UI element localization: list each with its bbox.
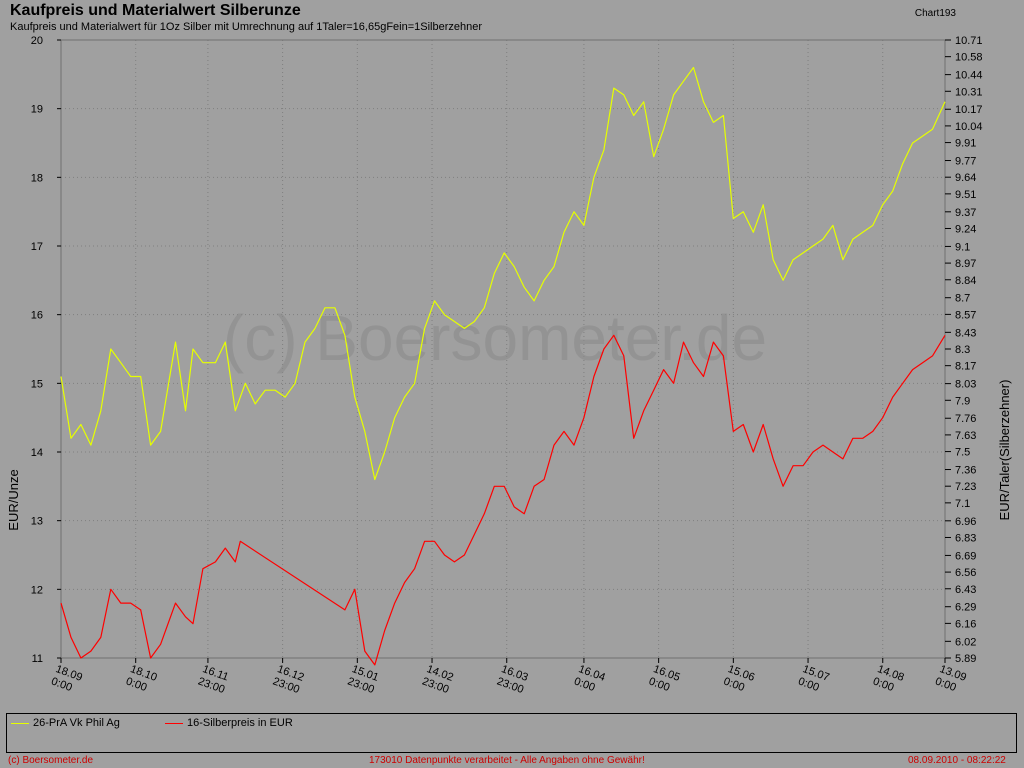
y-tick-label-right: 10.04 xyxy=(955,121,983,133)
legend-label: 26-PrA Vk Phil Ag xyxy=(33,717,120,729)
series-line-silberpreis xyxy=(60,334,946,666)
y-tick-label-right: 10.44 xyxy=(955,70,983,82)
y-tick-label-right: 9.1 xyxy=(955,241,970,253)
y-tick-label-right: 6.02 xyxy=(955,636,976,648)
y-tick-label-left: 17 xyxy=(31,241,43,253)
chart-title: Kaufpreis und Materialwert Silberunze xyxy=(10,2,301,19)
legend-label: 16-Silberpreis in EUR xyxy=(187,717,293,729)
watermark: (c) Boersometer.de xyxy=(223,302,767,374)
y-tick-label-right: 7.1 xyxy=(955,498,970,510)
y-tick-label-right: 7.36 xyxy=(955,465,976,477)
y-axis-label-left: EUR/Unze xyxy=(6,469,21,530)
x-tick-label: 16.040:00 xyxy=(572,663,606,694)
y-tick-label-right: 10.58 xyxy=(955,52,983,64)
series-group xyxy=(60,66,946,666)
y-tick-label-right: 7.9 xyxy=(955,395,970,407)
x-tick-label: 18.090:00 xyxy=(49,663,83,694)
x-tick-label: 15.060:00 xyxy=(722,663,756,694)
y-tick-label-right: 7.76 xyxy=(955,413,976,425)
y-tick-label-right: 6.43 xyxy=(955,584,976,596)
y-tick-label-right: 8.84 xyxy=(955,275,976,287)
x-tick-label: 18.100:00 xyxy=(124,663,158,694)
y-tick-label-right: 8.7 xyxy=(955,293,970,305)
y-tick-label-right: 7.63 xyxy=(955,430,976,442)
legend-swatch-red xyxy=(165,722,183,724)
chart-subtitle: Kaufpreis und Materialwert für 1Oz Silbe… xyxy=(10,21,483,33)
y-tick-label-right: 7.5 xyxy=(955,447,970,459)
footer-copyright: (c) Boersometer.de xyxy=(8,755,94,766)
y-tick-label-right: 9.51 xyxy=(955,189,976,201)
footer-timestamp: 08.09.2010 - 08:22:22 xyxy=(908,755,1006,766)
y-tick-label-left: 13 xyxy=(31,516,43,528)
y-tick-label-left: 19 xyxy=(31,104,43,116)
y-tick-label-left: 12 xyxy=(31,584,43,596)
y-tick-label-left: 20 xyxy=(31,35,43,47)
y-tick-label-right: 6.16 xyxy=(955,618,976,630)
y-tick-label-right: 8.17 xyxy=(955,361,976,373)
legend: 26-PrA Vk Phil Ag 16-Silberpreis in EUR xyxy=(6,713,1017,753)
y-tick-label-right: 8.03 xyxy=(955,379,976,391)
footer-note: 173010 Datenpunkte verarbeitet - Alle An… xyxy=(369,755,645,766)
x-tick-label: 14.080:00 xyxy=(871,663,905,694)
y-tick-label-left: 14 xyxy=(31,447,43,459)
y-tick-label-right: 10.31 xyxy=(955,86,983,98)
y-tick-label-right: 9.37 xyxy=(955,207,976,219)
y-tick-label-right: 8.43 xyxy=(955,327,976,339)
y-tick-label-right: 10.17 xyxy=(955,104,983,116)
legend-swatch-yellow xyxy=(11,722,29,724)
y-tick-label-left: 11 xyxy=(32,653,43,665)
y-tick-label-right: 9.24 xyxy=(955,223,976,235)
y-tick-label-right: 6.56 xyxy=(955,567,976,579)
y-tick-label-right: 5.89 xyxy=(955,653,976,665)
y-tick-label-right: 7.23 xyxy=(955,481,976,493)
x-tick-label: 15.070:00 xyxy=(797,663,831,694)
x-tick-label: 16.050:00 xyxy=(647,663,681,694)
y-tick-label-left: 15 xyxy=(31,378,43,390)
chart-plot: (c) Boersometer.de 20 19 18 17 16 15 14 13 12 11 1… xyxy=(6,35,1012,696)
y-tick-label-left: 16 xyxy=(31,310,43,322)
y-tick-label-right: 10.71 xyxy=(955,35,983,47)
y-tick-label-right: 8.97 xyxy=(955,258,976,270)
y-tick-label-left: 18 xyxy=(31,172,43,184)
series-line-phil-ag xyxy=(60,66,946,481)
chart-id-label: Chart193 xyxy=(914,8,956,19)
x-tick-label: 13.090:00 xyxy=(933,663,967,694)
y-axis-label-right: EUR/Taler(Silberzehner) xyxy=(997,380,1012,521)
legend-item-phil: 26-PrA Vk Phil Ag xyxy=(11,717,120,729)
y-tick-label-right: 6.96 xyxy=(955,516,976,528)
y-tick-label-right: 8.3 xyxy=(955,344,970,356)
y-tick-label-right: 6.83 xyxy=(955,532,976,544)
y-tick-label-right: 9.91 xyxy=(955,138,976,150)
y-tick-label-right: 9.64 xyxy=(955,172,976,184)
y-tick-label-right: 8.57 xyxy=(955,309,976,321)
y-tick-label-right: 6.69 xyxy=(955,550,976,562)
y-tick-label-right: 6.29 xyxy=(955,602,976,614)
y-tick-label-right: 9.77 xyxy=(955,156,976,168)
legend-item-silberpreis: 16-Silberpreis in EUR xyxy=(165,717,293,729)
